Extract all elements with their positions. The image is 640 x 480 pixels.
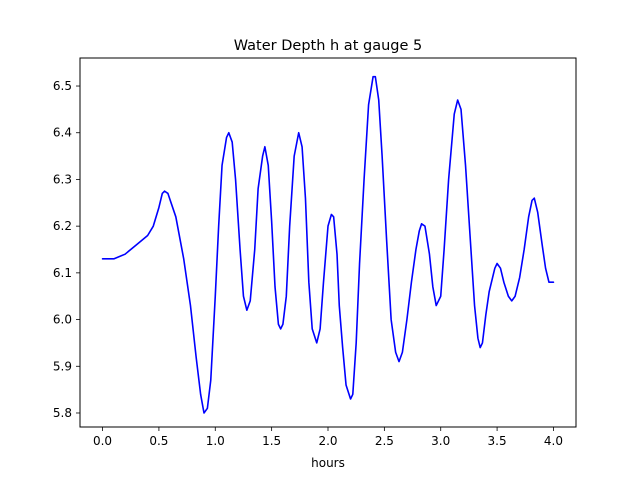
x-tick-label: 1.5 (262, 434, 281, 448)
x-tick-label: 1.0 (206, 434, 225, 448)
y-tick-label: 6.0 (53, 313, 72, 327)
y-tick-label: 6.2 (53, 219, 72, 233)
y-tick-label: 5.8 (53, 406, 72, 420)
y-tick-label: 6.4 (53, 126, 72, 140)
x-tick-label: 2.5 (375, 434, 394, 448)
x-tick-label: 0.5 (149, 434, 168, 448)
series-line-0 (101, 75, 555, 414)
x-axis: 0.0 0.5 1.0 1.5 2.0 2.5 3.0 3.5 4.0 (93, 427, 563, 448)
x-tick-label: 3.0 (431, 434, 450, 448)
y-tick-label: 5.9 (53, 359, 72, 373)
chart-title: Water Depth h at gauge 5 (234, 38, 422, 54)
y-tick-label: 6.3 (53, 172, 72, 186)
x-axis-label: hours (311, 456, 345, 470)
axes-frame (79, 57, 577, 428)
x-tick-label: 2.0 (318, 434, 337, 448)
y-tick-label: 6.5 (53, 79, 72, 93)
x-tick-label: 0.0 (93, 434, 112, 448)
y-tick-label: 6.1 (53, 266, 72, 280)
x-tick-label: 4.0 (544, 434, 563, 448)
plot-area (101, 75, 555, 414)
x-tick-label: 3.5 (488, 434, 507, 448)
y-axis: 5.8 5.9 6.0 6.1 6.2 6.3 6.4 6.5 (53, 79, 80, 420)
